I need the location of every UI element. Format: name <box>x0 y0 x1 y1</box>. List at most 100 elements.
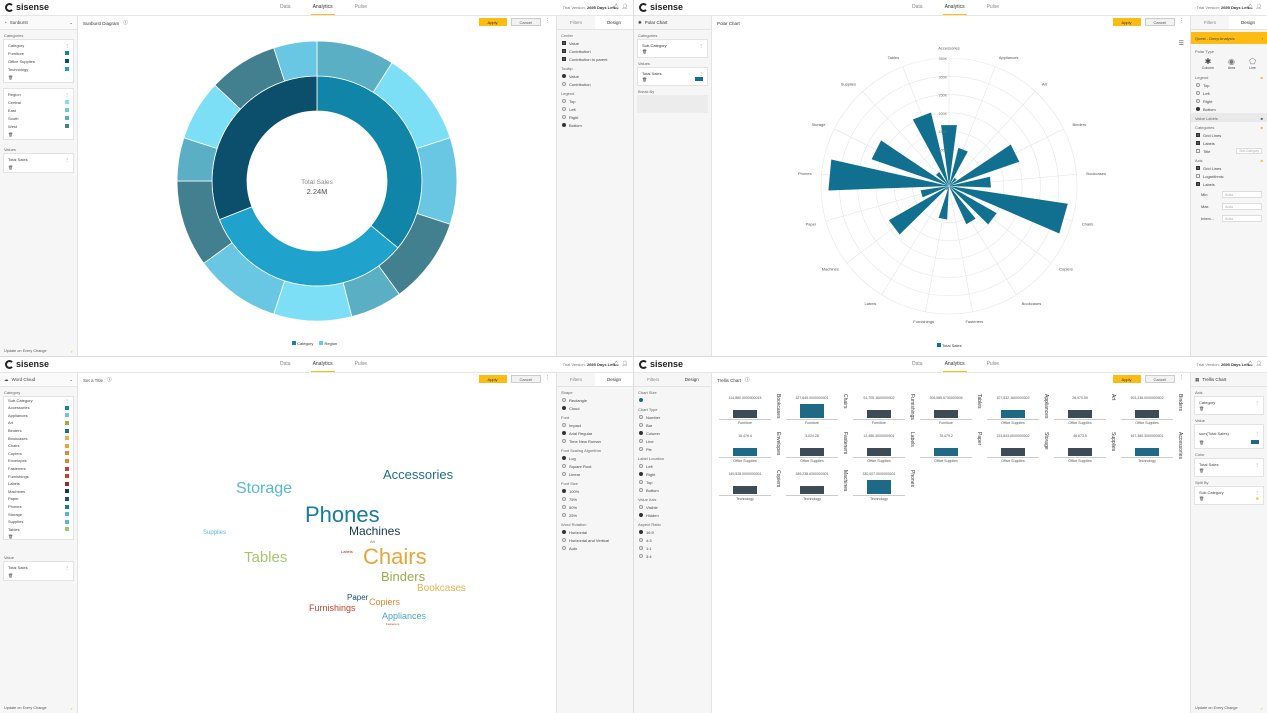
radio[interactable] <box>639 505 643 509</box>
polar-bar[interactable] <box>949 147 968 186</box>
value-labels-section[interactable]: Value Labels ■ <box>1191 113 1267 122</box>
more-icon[interactable]: ⋮ <box>65 42 69 48</box>
polar-bar[interactable] <box>946 186 949 191</box>
nav-analytics[interactable]: Analytics <box>310 0 335 15</box>
radio[interactable] <box>1196 107 1200 111</box>
trellis-cell[interactable]: 107,532.1600000002 Office Supplies Applian… <box>987 394 1051 428</box>
axis-interval-input[interactable]: Auto <box>1222 214 1262 222</box>
color-swatch[interactable] <box>65 405 69 410</box>
word-bookcases[interactable]: Bookcases <box>417 583 466 594</box>
color-swatch[interactable] <box>65 116 69 120</box>
menu-icon[interactable]: ☰ <box>1178 41 1184 47</box>
trellis-cell[interactable]: 206,965.6700000006 Furniture Tables <box>920 394 984 428</box>
radio[interactable] <box>562 530 566 534</box>
cancel-button[interactable]: Cancel <box>1144 375 1175 383</box>
polar-bar[interactable] <box>941 125 957 186</box>
size-option[interactable]: 50% <box>557 503 633 511</box>
trellis-bar[interactable] <box>1135 410 1159 418</box>
word-appliances[interactable]: Appliances <box>382 611 427 621</box>
color-swatch[interactable] <box>65 413 69 418</box>
bell-icon[interactable]: 🔔︎ <box>613 361 622 367</box>
delete-icon[interactable]: 🗑︎ <box>1199 406 1205 411</box>
star-icon[interactable]: ✱ <box>1255 496 1259 501</box>
shape-option[interactable]: Rectangle <box>557 396 633 404</box>
radio[interactable] <box>1196 83 1200 87</box>
value-field-box[interactable]: sum(Total Sales) ⋮ 🗑︎ <box>1194 424 1264 449</box>
radio[interactable] <box>639 546 643 550</box>
more-icon[interactable]: ⋮ <box>1179 375 1184 381</box>
radio[interactable] <box>562 431 566 435</box>
delete-icon[interactable]: 🗑︎ <box>8 572 14 578</box>
delete-icon[interactable]: 🗑︎ <box>642 49 648 54</box>
polar-bar[interactable] <box>912 112 949 186</box>
polar-bar[interactable] <box>935 171 949 186</box>
word-paper[interactable]: Paper <box>347 593 369 602</box>
chart-type-option[interactable]: Line <box>634 437 711 445</box>
legend-option[interactable]: Left <box>1191 89 1267 97</box>
nav-data[interactable]: Data <box>912 4 923 10</box>
radio[interactable] <box>639 530 643 534</box>
delete-icon[interactable]: 🗑︎ <box>8 533 14 539</box>
center-option[interactable]: Contribution to parent <box>557 55 633 63</box>
trellis-bar[interactable] <box>1001 448 1025 456</box>
polar-bar[interactable] <box>888 186 949 235</box>
sunburst-region-slice[interactable] <box>273 40 318 82</box>
more-icon[interactable]: ⋮ <box>65 156 69 162</box>
legend-option[interactable]: Bottom <box>1191 105 1267 113</box>
chart-legend[interactable]: Total Sales <box>937 343 962 348</box>
rotation-option[interactable]: Auto <box>557 544 633 552</box>
chart-type-option[interactable]: Bar <box>634 421 711 429</box>
color-swatch[interactable] <box>65 59 69 63</box>
axis-option[interactable]: Logarithmic <box>1191 172 1267 180</box>
tab-filters[interactable]: Filters <box>1203 20 1217 25</box>
polar-type-column[interactable]: ✱ Column <box>1201 57 1214 70</box>
delete-icon[interactable]: 🗑︎ <box>8 164 14 170</box>
widget-title[interactable]: Sunburst Diagram ⓘ <box>83 20 128 26</box>
color-swatch[interactable] <box>65 504 69 509</box>
color-swatch[interactable] <box>65 428 69 433</box>
sisense-logo[interactable]: sisense <box>639 2 683 12</box>
word-labels[interactable]: Labels <box>341 549 353 554</box>
value-field-box[interactable]: Total Sales ⋮ 🗑︎ <box>637 67 708 86</box>
color-swatch[interactable] <box>65 512 69 517</box>
legend-option[interactable]: Right <box>1191 97 1267 105</box>
color-swatch[interactable] <box>65 451 69 456</box>
radio[interactable] <box>639 464 643 468</box>
radio[interactable] <box>562 513 566 517</box>
checkbox[interactable] <box>562 41 566 45</box>
word-fasteners[interactable]: Fasteners <box>386 622 400 626</box>
radio[interactable] <box>639 480 643 484</box>
cancel-button[interactable]: Cancel <box>510 375 541 383</box>
axis-option[interactable]: Labels <box>1191 180 1267 188</box>
size-slider[interactable] <box>634 396 711 404</box>
trellis-bar[interactable] <box>867 480 891 494</box>
color-swatch[interactable] <box>65 527 69 532</box>
widget-title[interactable]: Trellis Chart ⓘ <box>717 377 750 383</box>
tab-design[interactable]: Design <box>595 16 633 29</box>
axis-min-input[interactable]: Auto <box>1222 190 1262 198</box>
color-swatch[interactable] <box>65 443 69 448</box>
trellis-cell[interactable]: 3,024.28 Office Supplies Fasteners <box>786 432 850 466</box>
radio[interactable] <box>562 82 566 86</box>
widget-type-selector[interactable]: ✺ Polar Chart <box>634 16 711 30</box>
legend-option[interactable]: Left <box>557 105 633 113</box>
toggle-icon[interactable]: ■ <box>1260 75 1263 80</box>
more-icon[interactable]: ⋮ <box>65 398 69 403</box>
axis-max-input[interactable]: Auto <box>1222 202 1262 210</box>
trellis-cell[interactable]: 16,476.4 Office Supplies Envelopes <box>719 432 783 466</box>
word-tables[interactable]: Tables <box>244 549 288 566</box>
trellis-bar[interactable] <box>800 448 824 456</box>
widget-type-selector[interactable]: ▦ Trellis Chart <box>1191 373 1267 387</box>
user-icon[interactable]: 👤︎ <box>1255 361 1264 367</box>
size-option[interactable]: 100% <box>557 487 633 495</box>
split-field-box[interactable]: Sub-Category ⋮ 🗑︎ ✱ <box>1194 486 1264 505</box>
radio[interactable] <box>639 554 643 558</box>
center-option[interactable]: Value <box>557 39 633 47</box>
color-swatch[interactable] <box>65 519 69 524</box>
tab-design[interactable]: Design <box>1229 16 1267 29</box>
rotation-option[interactable]: Horizontal <box>557 528 633 536</box>
radio[interactable] <box>562 406 566 410</box>
color-swatch[interactable] <box>65 458 69 463</box>
nav-pulse[interactable]: Pulse <box>354 361 368 367</box>
polar-bar[interactable] <box>949 186 1068 234</box>
